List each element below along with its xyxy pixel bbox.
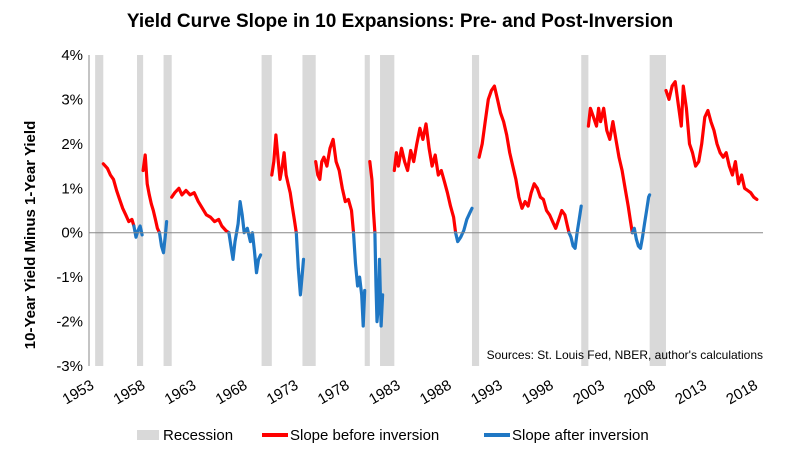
before-inversion-line-7 [477, 84, 571, 235]
x-tick-label: 2003 [570, 377, 607, 408]
recession-band-0 [95, 55, 104, 366]
y-tick-label: 4% [61, 47, 83, 64]
legend-recession-label: Recession [163, 427, 233, 444]
after-inversion-line-3 [294, 231, 306, 297]
recession-band-6 [380, 55, 395, 366]
x-tick-label: 1983 [366, 377, 403, 408]
y-tick-labels: -3% -2% -1% 0% 1% 2% 3% 4% [56, 47, 83, 375]
source-note: Sources: St. Louis Fed, NBER, author's c… [487, 348, 763, 362]
x-tick-label: 2008 [621, 377, 658, 408]
after-inversion-line-4 [351, 231, 367, 328]
before-inversion-line-9 [664, 80, 759, 201]
before-inversion-line-5 [368, 160, 377, 235]
before-inversion-line-0 [101, 162, 136, 228]
x-tick-label: 1998 [519, 377, 556, 408]
legend: Recession Slope before inversion Slope a… [137, 427, 649, 444]
after-inversion-line-1 [157, 220, 169, 255]
after-inversion-line-8 [630, 193, 652, 250]
after-inversion-line-2 [227, 200, 263, 275]
before-inversion-line-3 [270, 133, 298, 235]
after-inversion-line-5 [373, 231, 385, 328]
x-tick-label: 1988 [417, 377, 454, 408]
y-tick-label: 3% [61, 91, 83, 108]
after-inversion-line-7 [567, 204, 583, 250]
x-tick-label: 2018 [723, 377, 760, 408]
series-lines [101, 80, 759, 328]
x-tick-labels: 1953 1958 1963 1968 1973 1978 1983 1988 1993 1998… [60, 377, 761, 408]
recession-band-1 [136, 55, 144, 366]
x-tick-label: 1953 [60, 377, 97, 408]
after-inversion-line-0 [132, 224, 144, 239]
axes [88, 55, 763, 366]
y-tick-label: -3% [56, 358, 83, 375]
chart-title: Yield Curve Slope in 10 Expansions: Pre-… [127, 11, 673, 32]
before-inversion-line-2 [170, 186, 231, 235]
legend-recession-swatch [137, 430, 159, 440]
x-tick-label: 1978 [315, 377, 352, 408]
y-tick-label: 1% [61, 180, 83, 197]
recession-band-4 [302, 55, 316, 366]
y-tick-label: 2% [61, 136, 83, 153]
x-tick-label: 1958 [111, 377, 148, 408]
recession-band-7 [471, 55, 480, 366]
x-tick-label: 2013 [672, 377, 709, 408]
x-tick-label: 1968 [213, 377, 250, 408]
y-tick-label: 0% [61, 225, 83, 242]
recession-band-5 [364, 55, 370, 366]
y-axis-label: 10-Year Yield Minus 1-Year Yield [22, 121, 39, 349]
recession-band-8 [581, 55, 589, 366]
recession-band-3 [261, 55, 272, 366]
after-inversion-line-6 [454, 206, 474, 244]
recession-band-2 [163, 55, 172, 366]
x-tick-label: 1993 [468, 377, 505, 408]
legend-after-label: Slope after inversion [512, 427, 649, 444]
x-tick-label: 1963 [162, 377, 199, 408]
y-tick-label: -1% [56, 269, 83, 286]
before-inversion-line-4 [314, 137, 356, 235]
before-inversion-line-8 [586, 106, 634, 235]
x-tick-label: 1973 [264, 377, 301, 408]
before-inversion-line-6 [392, 122, 458, 235]
recession-bands [95, 55, 666, 366]
before-inversion-line-1 [141, 153, 162, 235]
recession-band-9 [649, 55, 666, 366]
legend-before-label: Slope before inversion [290, 427, 439, 444]
y-tick-label: -2% [56, 314, 83, 331]
